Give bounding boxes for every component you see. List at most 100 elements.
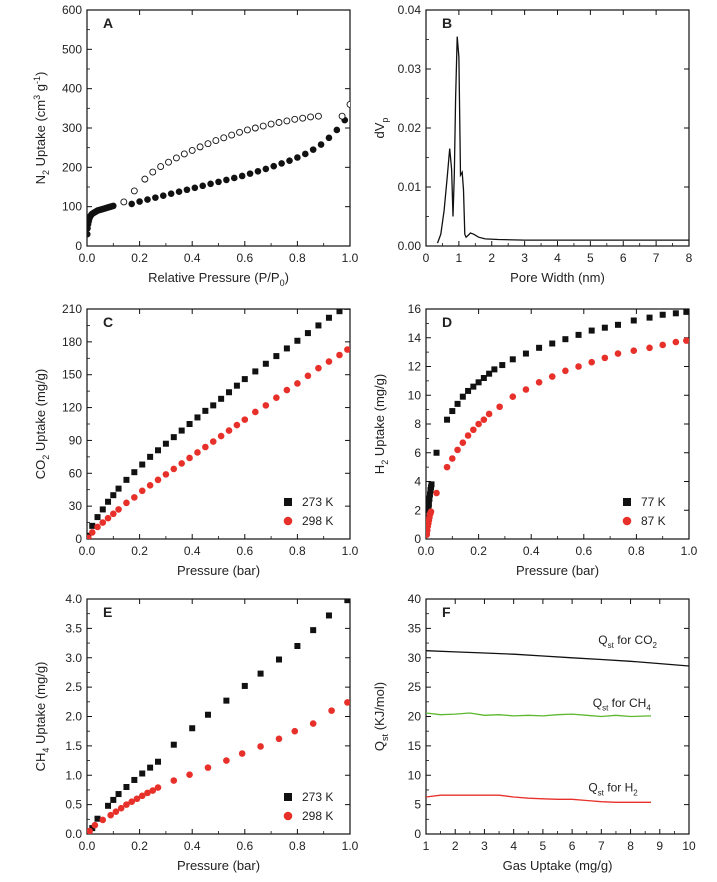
x-tick-label: 7 xyxy=(653,251,660,265)
y-tick-label: 0.03 xyxy=(398,62,422,76)
data-point xyxy=(183,186,191,194)
data-point xyxy=(89,825,96,832)
data-point xyxy=(180,150,188,158)
data-point xyxy=(165,158,172,166)
data-point xyxy=(491,366,498,373)
data-point xyxy=(426,491,433,498)
x-tick-label: 1 xyxy=(423,839,430,853)
y-axis-label: dVp xyxy=(372,118,390,139)
data-point xyxy=(120,198,128,206)
data-point xyxy=(204,764,212,771)
data-point xyxy=(309,146,317,153)
y-tick-label: 40 xyxy=(408,592,422,606)
data-point xyxy=(433,489,440,497)
x-tick-label: 0 xyxy=(423,251,430,265)
x-tick-label: 0.8 xyxy=(289,251,306,265)
x-tick-label: 0.2 xyxy=(131,839,148,853)
x-tick-label: 4 xyxy=(554,251,561,265)
data-point xyxy=(283,117,291,125)
x-tick-label: 5 xyxy=(540,839,547,853)
data-point xyxy=(123,784,130,790)
data-point xyxy=(99,506,106,513)
x-tick-label: 1.0 xyxy=(342,839,359,853)
data-point xyxy=(259,122,267,130)
data-point xyxy=(522,386,530,393)
data-point xyxy=(138,792,146,800)
data-point xyxy=(220,134,228,142)
data-point xyxy=(470,426,477,434)
x-tick-label: 0.8 xyxy=(628,544,645,558)
data-point xyxy=(178,427,185,434)
data-point xyxy=(199,182,207,190)
data-point xyxy=(128,200,136,208)
data-point xyxy=(449,408,456,415)
y-tick-label: 180 xyxy=(62,335,82,349)
y-tick-label: 30 xyxy=(69,499,83,513)
data-point xyxy=(454,400,461,407)
y-tick-label: 120 xyxy=(62,401,82,415)
data-point xyxy=(130,187,138,195)
data-point xyxy=(601,354,609,362)
series-3 xyxy=(426,794,651,803)
data-point xyxy=(128,798,136,805)
x-tick-label: 1.0 xyxy=(681,544,698,558)
legend-marker xyxy=(283,811,293,821)
data-point xyxy=(443,463,451,471)
data-point xyxy=(138,487,146,495)
series-line xyxy=(436,36,689,244)
x-tick-label: 1 xyxy=(456,251,463,265)
x-tick-label: 2 xyxy=(452,839,459,853)
data-point xyxy=(465,387,472,394)
data-point xyxy=(243,126,251,134)
data-point xyxy=(218,395,225,402)
data-point xyxy=(87,827,93,834)
y-axis-label: Qst (KJ/mol) xyxy=(372,682,390,751)
data-point xyxy=(123,499,130,507)
data-point xyxy=(283,345,290,352)
data-point xyxy=(226,389,233,396)
x-tick-label: 8 xyxy=(627,839,634,853)
data-point xyxy=(99,519,107,526)
data-point xyxy=(115,506,122,513)
y-axis-label: H2 Uptake (mg/g) xyxy=(372,374,390,474)
data-point xyxy=(188,146,196,154)
data-point xyxy=(475,420,482,428)
legend-label: 298 K xyxy=(302,514,333,528)
data-point xyxy=(496,403,503,411)
data-point xyxy=(105,802,112,809)
x-axis-label: Gas Uptake (mg/g) xyxy=(503,858,613,873)
data-point xyxy=(238,750,246,757)
data-point xyxy=(144,789,151,797)
y-tick-label: 16 xyxy=(408,302,422,316)
series-2 xyxy=(426,712,652,718)
data-point xyxy=(254,167,262,175)
series-1 xyxy=(89,599,350,832)
plot-area xyxy=(426,309,689,538)
data-point xyxy=(315,364,322,372)
data-point xyxy=(575,331,582,338)
plot-area xyxy=(426,650,689,803)
series-line xyxy=(426,712,652,718)
y-tick-label: 4 xyxy=(414,475,421,489)
data-point xyxy=(338,112,346,120)
data-point xyxy=(522,350,529,357)
series-1 xyxy=(426,650,689,667)
legend: 273 K 298 K xyxy=(283,790,333,823)
legend-label: 77 K xyxy=(641,495,666,509)
data-point xyxy=(549,340,556,347)
data-point xyxy=(449,455,456,462)
data-point xyxy=(630,347,638,354)
data-point xyxy=(155,758,162,765)
y-tick-label: 12 xyxy=(408,360,422,374)
data-point xyxy=(294,337,301,344)
x-axis-label: Relative Pressure (P/P0) xyxy=(148,270,289,288)
panel-e: 0.0 0.2 0.4 0.6 0.8 1.0 0.0 0.5 1.0 1.5 2.0 2.5 3.0 3… xyxy=(33,592,359,873)
data-point xyxy=(344,599,350,604)
data-point xyxy=(186,421,193,427)
data-point xyxy=(149,168,157,176)
data-point xyxy=(241,682,248,689)
data-point xyxy=(262,360,269,367)
legend-marker xyxy=(284,498,292,506)
data-point xyxy=(154,784,162,791)
data-point xyxy=(110,510,117,518)
